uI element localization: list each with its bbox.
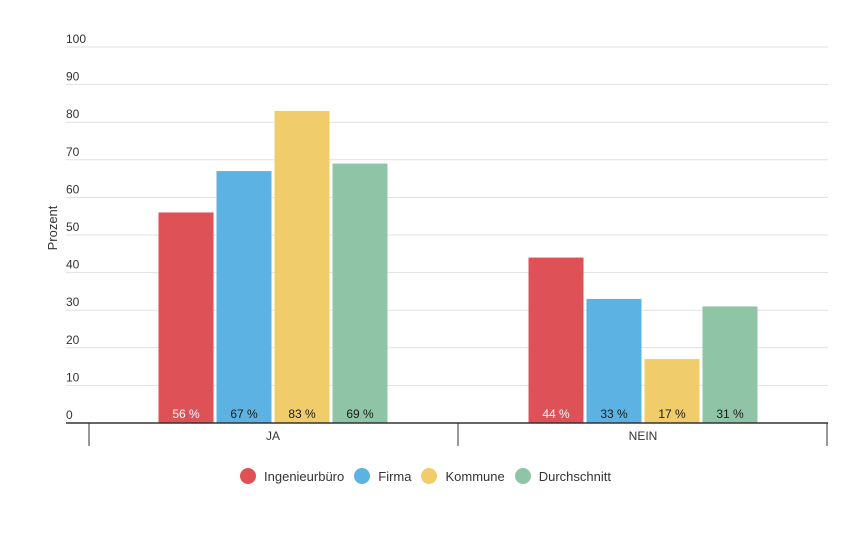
- legend-swatch: [240, 468, 257, 484]
- axis-layer: 0 10 20 30 40 50 60 70 80 90 100 JA NEIN: [66, 32, 828, 446]
- y-tick-label: 10: [66, 370, 80, 384]
- bar: [702, 306, 758, 423]
- legend-item: Kommune: [421, 468, 505, 484]
- bar: [274, 110, 330, 424]
- bar-value-label: 33 %: [600, 407, 628, 421]
- y-tick-label: 100: [66, 32, 86, 46]
- bar: [158, 212, 214, 423]
- y-tick-label: 40: [66, 258, 80, 272]
- legend-swatch: [354, 468, 371, 484]
- y-tick-label: 0: [66, 408, 73, 422]
- bar-value-label: 31 %: [716, 407, 744, 421]
- legend-label: Durchschnitt: [538, 468, 611, 484]
- x-tick-label: NEIN: [629, 429, 658, 443]
- legend-swatch: [421, 468, 438, 484]
- bar: [644, 359, 700, 423]
- x-tick-label: JA: [266, 429, 280, 443]
- legend-label: Kommune: [445, 468, 505, 484]
- legend: Ingenieurbüro Firma Kommune Durchschnitt: [0, 468, 851, 484]
- bar: [528, 257, 584, 423]
- y-tick-label: 70: [66, 145, 80, 159]
- bar-value-label: 83 %: [288, 407, 316, 421]
- bar-value-label: 17 %: [658, 407, 686, 421]
- y-tick-label: 50: [66, 220, 80, 234]
- legend-swatch: [514, 468, 531, 484]
- y-tick-label: 60: [66, 182, 80, 196]
- bars-layer: 56 % 67 % 83 % 69 % 44 % 33 % 17 % 31 %: [158, 110, 758, 424]
- bar-value-label: 56 %: [172, 407, 200, 421]
- y-tick-label: 30: [66, 295, 80, 309]
- legend-label: Firma: [378, 468, 412, 484]
- legend-label: Ingenieurbüro: [264, 468, 345, 484]
- legend-item: Durchschnitt: [514, 468, 611, 484]
- legend-item: Ingenieurbüro: [240, 468, 344, 484]
- bar-value-label: 44 %: [542, 407, 570, 421]
- bar-value-label: 69 %: [346, 407, 374, 421]
- y-axis-label: Prozent: [45, 205, 60, 250]
- bar: [216, 171, 272, 423]
- y-tick-label: 20: [66, 333, 80, 347]
- y-tick-label: 90: [66, 70, 80, 84]
- bar-value-label: 67 %: [230, 407, 258, 421]
- bar: [586, 298, 642, 423]
- legend-item: Firma: [354, 468, 411, 484]
- y-tick-label: 80: [66, 107, 80, 121]
- bar: [332, 163, 388, 423]
